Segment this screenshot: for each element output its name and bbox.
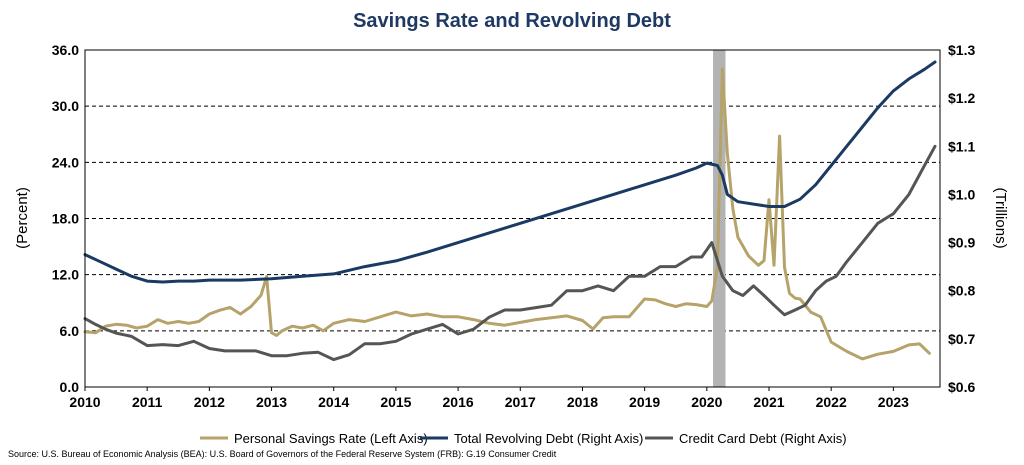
right-tick-label-4: $1.0 <box>948 186 975 202</box>
left-tick-label-1: 6.0 <box>60 323 80 339</box>
x-axis-ticks: 2010 2011 2012 2013 2014 2015 2016 2017 2018 2019… <box>69 387 909 410</box>
right-axis-ticks: $0.6 $0.7 $0.8 $0.9 $1.0 $1.1 $1.2 $1.3 <box>948 42 975 395</box>
right-tick-label-1: $0.7 <box>948 331 975 347</box>
plot-frame <box>84 49 941 388</box>
left-tick-label-3: 18.0 <box>52 211 79 227</box>
legend-label-0: Personal Savings Rate (Left Axis) <box>234 431 428 446</box>
left-tick-label-2: 12.0 <box>52 267 79 283</box>
left-tick-label-4: 24.0 <box>52 154 79 170</box>
right-tick-label-5: $1.1 <box>948 138 975 154</box>
x-tick-label-8: 2018 <box>567 394 598 410</box>
gridlines <box>85 105 940 332</box>
x-tick-label-12: 2022 <box>816 394 847 410</box>
right-tick-label-7: $1.3 <box>948 42 975 58</box>
x-tick-label-6: 2016 <box>443 394 474 410</box>
x-tick-label-13: 2023 <box>878 394 909 410</box>
x-tick-label-10: 2020 <box>691 394 722 410</box>
right-tick-label-0: $0.6 <box>948 379 975 395</box>
series-layer <box>83 60 937 362</box>
x-tick-label-4: 2014 <box>318 394 349 410</box>
left-tick-label-6: 36.0 <box>52 42 79 58</box>
right-tick-label-2: $0.8 <box>948 283 975 299</box>
chart-title: Savings Rate and Revolving Debt <box>353 10 671 32</box>
x-tick-label-0: 2010 <box>69 394 100 410</box>
left-axis-label: (Percent) <box>14 187 31 249</box>
left-tick-label-0: 0.0 <box>60 379 80 395</box>
source-note: Source: U.S. Bureau of Economic Analysis… <box>8 449 557 459</box>
x-tick-label-2: 2012 <box>194 394 225 410</box>
legend-label-2: Credit Card Debt (Right Axis) <box>679 431 847 446</box>
series-line-0 <box>83 67 931 361</box>
series-line-2 <box>83 144 937 362</box>
x-tick-label-5: 2015 <box>380 394 411 410</box>
series-line-1 <box>83 60 937 284</box>
right-tick-label-3: $0.9 <box>948 235 975 251</box>
x-tick-label-9: 2019 <box>629 394 660 410</box>
legend: Personal Savings Rate (Left Axis) Total R… <box>200 431 847 446</box>
x-tick-label-1: 2011 <box>132 394 163 410</box>
right-axis-label: (Trillions) <box>992 187 1009 248</box>
left-axis-ticks: 0.0 6.0 12.0 18.0 24.0 30.0 36.0 <box>52 42 79 395</box>
left-tick-label-5: 30.0 <box>52 98 79 114</box>
right-tick-label-6: $1.2 <box>948 90 975 106</box>
x-tick-label-11: 2021 <box>753 394 784 410</box>
x-tick-label-3: 2013 <box>256 394 287 410</box>
legend-label-1: Total Revolving Debt (Right Axis) <box>454 431 643 446</box>
plot-border <box>84 49 941 388</box>
x-tick-label-7: 2017 <box>505 394 536 410</box>
